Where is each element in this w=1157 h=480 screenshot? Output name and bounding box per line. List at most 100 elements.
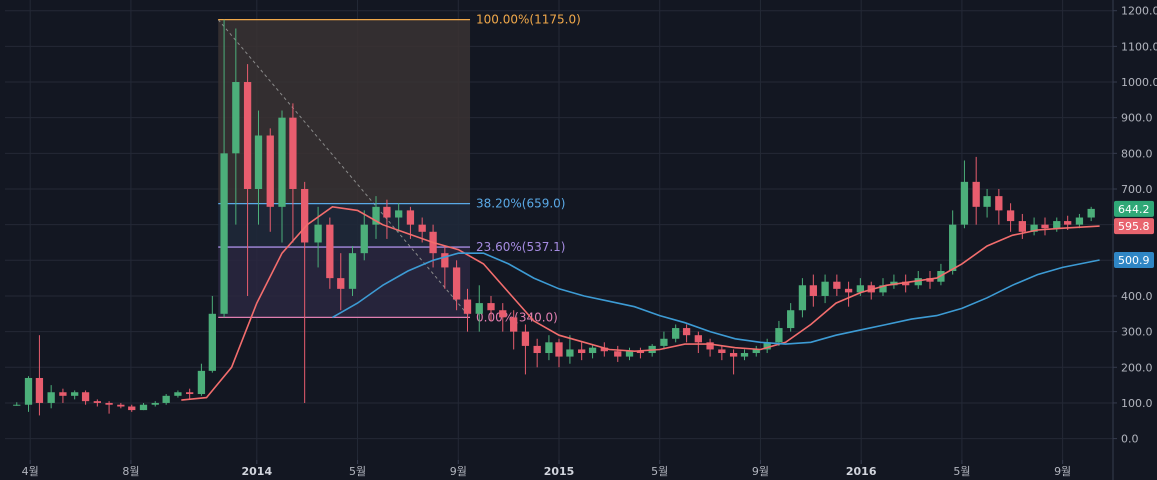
candle-body bbox=[1041, 224, 1049, 229]
candle-body bbox=[243, 82, 252, 189]
candle-body bbox=[914, 278, 922, 286]
fib-level-label: 100.00%(1175.0) bbox=[476, 13, 581, 27]
candle-body bbox=[809, 285, 817, 296]
y-tick-label: 800.0 bbox=[1121, 147, 1153, 160]
candle-body bbox=[197, 370, 206, 395]
y-tick-label: 1200.0 bbox=[1121, 5, 1157, 18]
candle-body bbox=[578, 349, 586, 354]
candle-body bbox=[533, 345, 541, 354]
x-tick-label: 2016 bbox=[846, 465, 877, 478]
candle-body bbox=[151, 402, 159, 405]
candle-body bbox=[545, 342, 553, 354]
candle-body bbox=[499, 310, 507, 318]
candle-body bbox=[694, 335, 702, 343]
candle-body bbox=[983, 196, 991, 207]
x-tick-label: 9월 bbox=[752, 465, 769, 478]
price-tag bbox=[1114, 218, 1154, 235]
candle-body bbox=[960, 181, 969, 225]
price-tags: 644.2 595.8 500.9 bbox=[1114, 200, 1154, 268]
moving-averages bbox=[181, 205, 1100, 401]
x-tick-label: 8월 bbox=[122, 465, 139, 478]
candle-body bbox=[162, 395, 170, 403]
candle-body bbox=[879, 285, 887, 293]
candle-body bbox=[844, 288, 853, 293]
candle-body bbox=[763, 342, 771, 350]
candle-body bbox=[682, 328, 691, 336]
fib-band bbox=[218, 203, 471, 248]
candle-body bbox=[1018, 221, 1026, 232]
candle-body bbox=[555, 342, 563, 357]
candle-body bbox=[128, 406, 136, 411]
candle-body bbox=[566, 349, 574, 357]
x-axis[interactable]: 4월 8월 2014 5월 9월 2015 5월 9월 2016 5월 9월 bbox=[22, 460, 1072, 478]
price-tag-label: 500.9 bbox=[1118, 254, 1150, 267]
price-tag bbox=[1114, 251, 1154, 268]
candle-body bbox=[395, 210, 403, 218]
candle-body bbox=[475, 303, 483, 314]
candle-body bbox=[588, 347, 597, 354]
candle-body bbox=[452, 267, 461, 300]
candle-body bbox=[266, 135, 274, 207]
candle-body bbox=[174, 392, 182, 396]
candle-body bbox=[406, 210, 415, 225]
candle-body bbox=[740, 353, 749, 357]
candle-body bbox=[995, 196, 1003, 211]
candle-body bbox=[93, 401, 101, 403]
candle-body bbox=[47, 392, 55, 403]
candle-body bbox=[902, 281, 910, 286]
x-tick-label: 9월 bbox=[1054, 465, 1071, 478]
price-tag-label: 644.2 bbox=[1118, 203, 1150, 216]
ma-long-line bbox=[332, 252, 1100, 345]
candle-body bbox=[105, 402, 113, 405]
y-tick-label: 200.0 bbox=[1121, 361, 1153, 374]
y-tick-label: 1100.0 bbox=[1121, 40, 1157, 53]
candle-body bbox=[521, 331, 530, 346]
price-tag bbox=[1114, 200, 1154, 217]
candle-body bbox=[81, 392, 90, 402]
x-tick-label: 2014 bbox=[242, 465, 273, 478]
fib-level-label: 23.60%(537.1) bbox=[476, 240, 565, 254]
candle-body bbox=[383, 206, 391, 218]
candle-body bbox=[636, 351, 645, 354]
candle-body bbox=[926, 278, 934, 282]
candle-body bbox=[289, 117, 297, 189]
candle-body bbox=[787, 310, 795, 329]
candle-body bbox=[139, 404, 148, 411]
candle-body bbox=[71, 392, 79, 396]
candle-body bbox=[208, 313, 216, 371]
candle-body bbox=[1064, 221, 1072, 225]
candle-body bbox=[220, 153, 228, 314]
candle-body bbox=[718, 349, 726, 354]
candle-body bbox=[1087, 208, 1095, 218]
candle-body bbox=[441, 253, 449, 268]
candle-body bbox=[232, 82, 240, 154]
x-tick-label: 2015 bbox=[544, 465, 575, 478]
candle-body bbox=[13, 404, 21, 406]
fib-level-label: 38.20%(659.0) bbox=[476, 197, 565, 211]
candle-body bbox=[510, 317, 518, 332]
candle-body bbox=[487, 303, 495, 311]
candle-body bbox=[798, 285, 807, 311]
y-tick-label: 700.0 bbox=[1121, 183, 1153, 196]
candle-body bbox=[614, 351, 622, 357]
candle-body bbox=[117, 404, 125, 407]
ma-short-line bbox=[181, 205, 1100, 401]
candle-body bbox=[821, 281, 829, 296]
candlestick-series bbox=[13, 19, 1095, 416]
y-tick-label: 400.0 bbox=[1121, 290, 1153, 303]
candle-body bbox=[833, 281, 841, 289]
candle-body bbox=[254, 135, 263, 189]
candle-body bbox=[59, 392, 67, 396]
fib-trendline bbox=[217, 19, 471, 318]
y-tick-label: 1000.0 bbox=[1121, 76, 1157, 89]
candle-body bbox=[1053, 221, 1061, 229]
y-tick-label: 300.0 bbox=[1121, 326, 1153, 339]
y-tick-label: 100.0 bbox=[1121, 397, 1153, 410]
candle-body bbox=[1075, 217, 1084, 225]
candle-body bbox=[856, 285, 864, 293]
candle-body bbox=[418, 224, 426, 232]
candle-body bbox=[1030, 224, 1038, 232]
candle-body bbox=[1006, 210, 1015, 222]
candle-body bbox=[775, 328, 783, 343]
